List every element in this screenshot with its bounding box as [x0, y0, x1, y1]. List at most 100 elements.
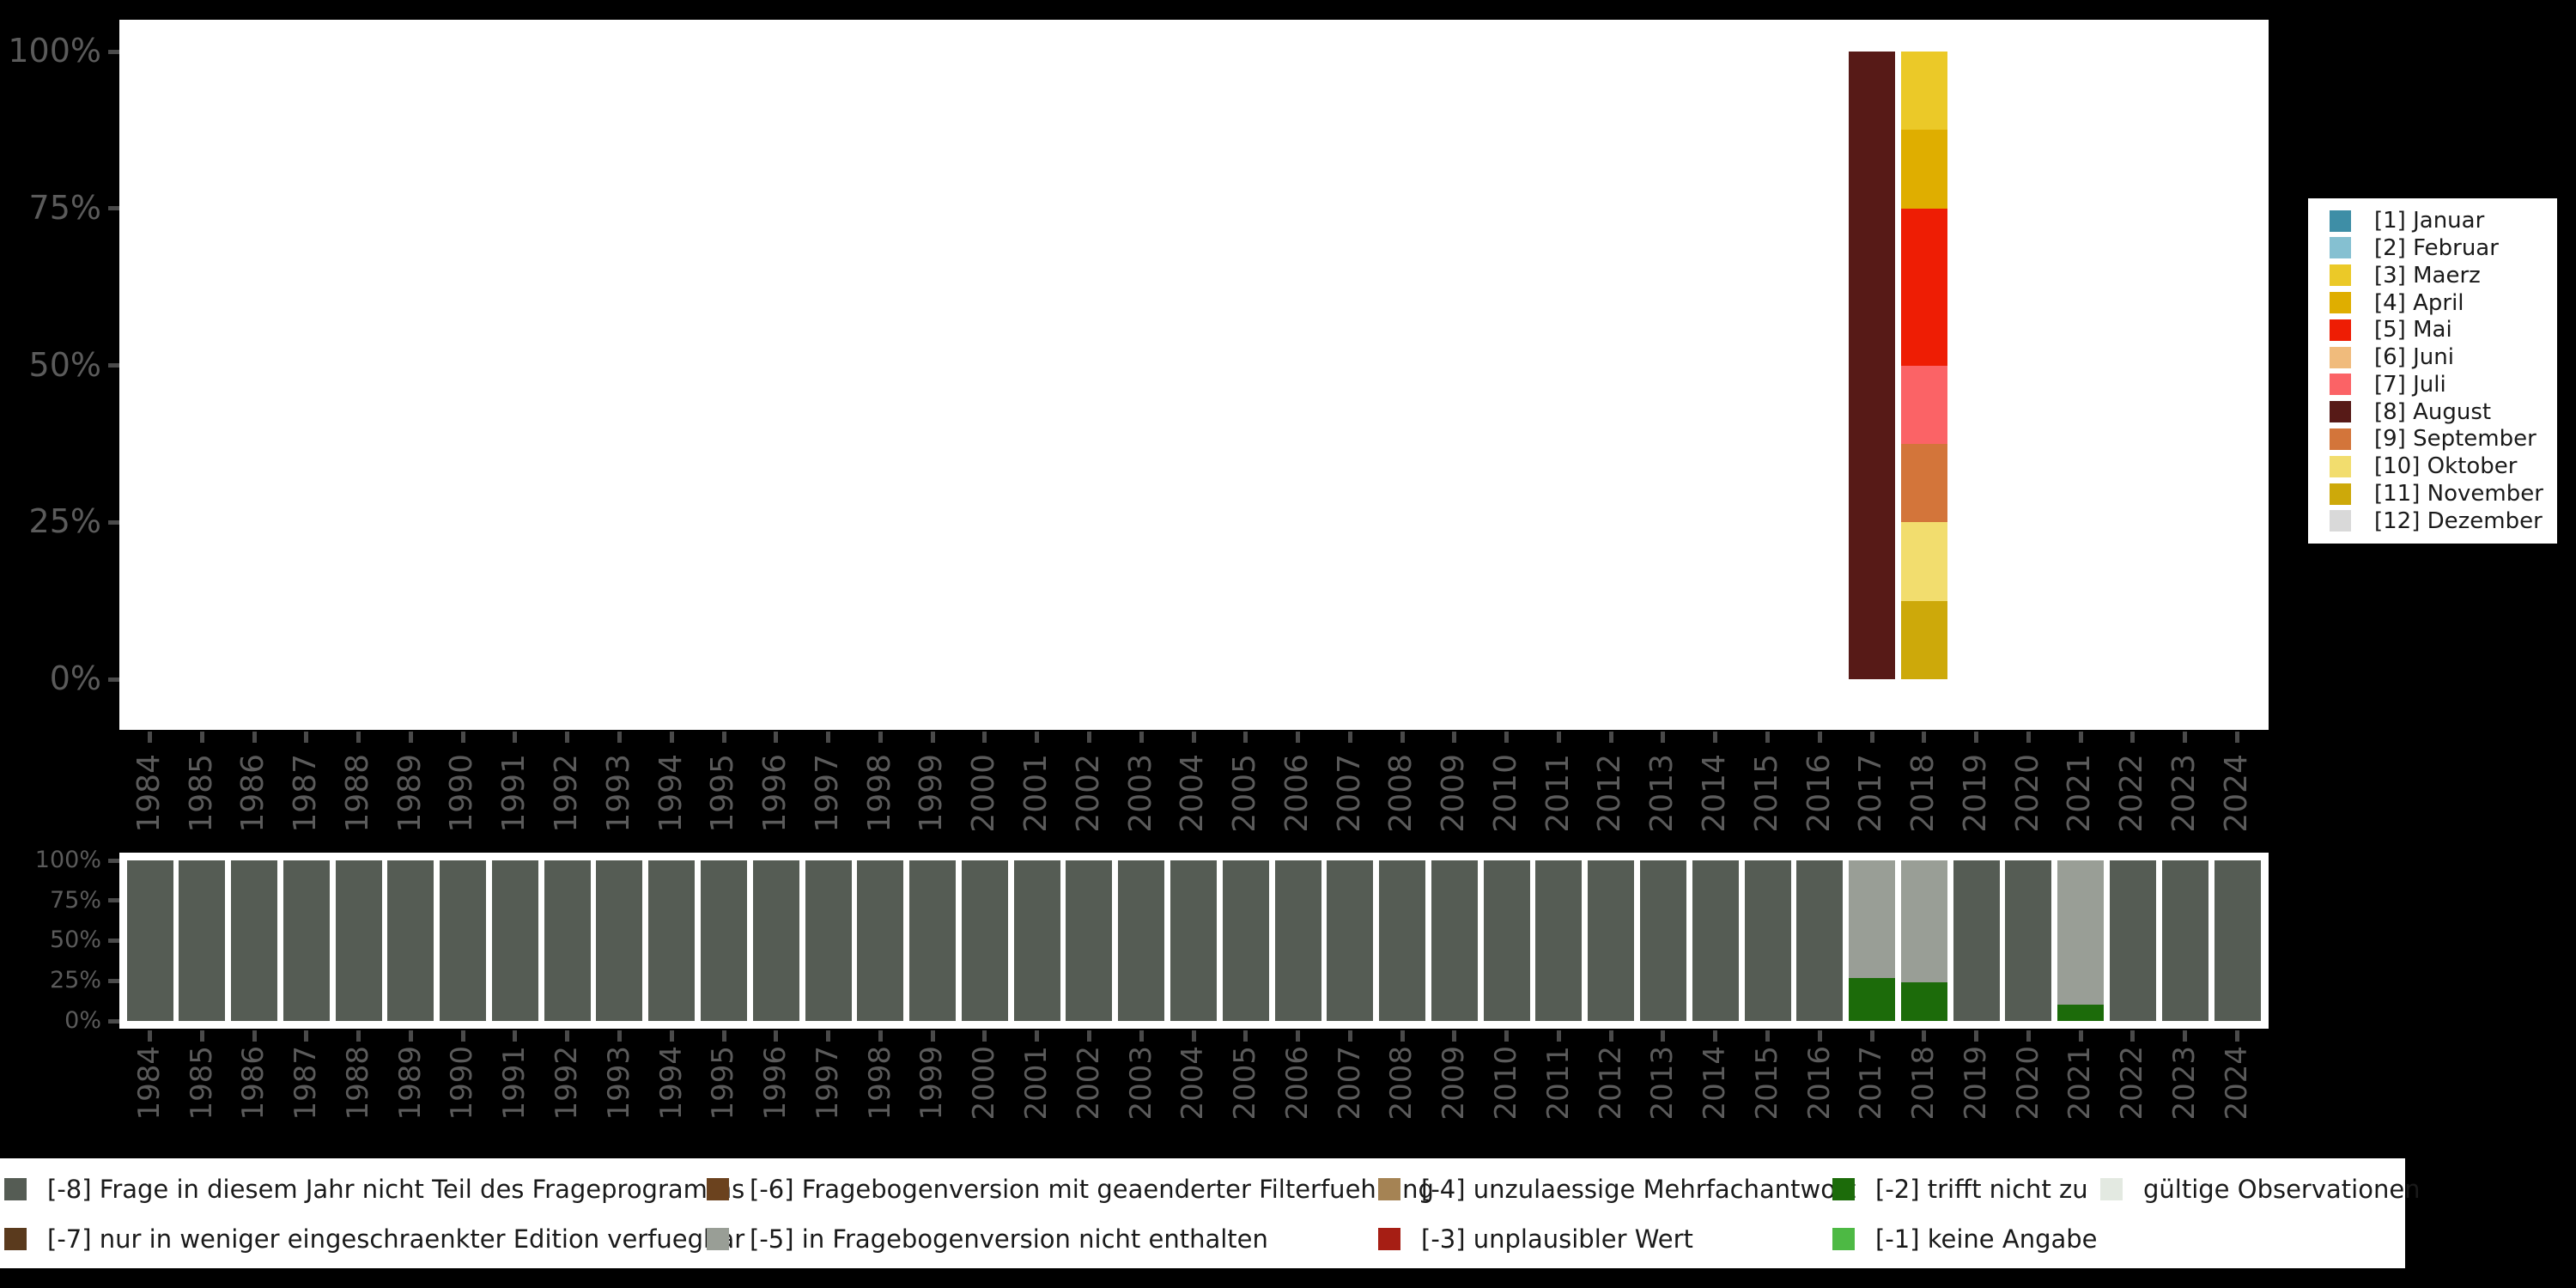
year-label: 2023 — [2167, 1046, 2202, 1121]
year-label: 1986 — [235, 754, 271, 833]
legend-item: [4] April — [2308, 289, 2557, 317]
y-axis-tick — [108, 898, 119, 903]
year-label: 2017 — [1854, 1046, 1889, 1121]
year-label: 2006 — [1279, 1046, 1315, 1121]
bar-column — [1639, 860, 1686, 1021]
year-label: 1998 — [861, 754, 897, 833]
year-label: 1988 — [340, 1046, 375, 1121]
x-axis-tick — [2026, 1030, 2031, 1042]
bar-segment — [1849, 860, 1896, 978]
x-tick-label: 2012 — [1592, 754, 1627, 836]
x-tick-label: 1995 — [705, 754, 740, 836]
year-label: 2000 — [966, 754, 1002, 833]
x-tick-label: 1985 — [183, 754, 219, 836]
x-tick-label: 2024 — [2218, 754, 2254, 836]
bar-column — [648, 860, 696, 1021]
x-axis-tick — [1556, 1030, 1561, 1042]
x-tick-label: 2007 — [1333, 1046, 1367, 1124]
year-label: 2022 — [2114, 754, 2150, 833]
x-axis-tick — [2130, 732, 2136, 743]
x-axis-tick — [1922, 1030, 1927, 1042]
bar-segment — [805, 860, 852, 1021]
year-label: 2014 — [1698, 1046, 1733, 1121]
year-label: 2020 — [2009, 754, 2045, 833]
x-tick-label: 1992 — [550, 1046, 585, 1124]
x-tick-label: 2001 — [1019, 1046, 1054, 1124]
bar-segment — [1639, 860, 1686, 1021]
bar-segment — [1900, 52, 1947, 131]
legend-item: [2] Februar — [2308, 234, 2557, 262]
year-label: 2002 — [1071, 1046, 1106, 1121]
bar-segment — [179, 860, 226, 1021]
bar-column — [805, 860, 852, 1021]
x-axis-tick — [2130, 1030, 2136, 1042]
x-tick-label: 1984 — [131, 754, 167, 836]
year-label: 1992 — [550, 1046, 585, 1121]
x-axis-tick — [1139, 1030, 1144, 1042]
y-tick-label: 25% — [49, 967, 101, 994]
legend-item: [1] Januar — [2308, 207, 2557, 234]
bar-segment — [440, 860, 487, 1021]
year-label: 2005 — [1228, 1046, 1263, 1121]
bar-segment — [1379, 860, 1426, 1021]
bar-segment — [1274, 860, 1321, 1021]
x-tick-label: 2012 — [1594, 1046, 1628, 1124]
bar-column — [283, 860, 330, 1021]
x-tick-label: 1998 — [861, 754, 897, 836]
bar-column — [909, 860, 957, 1021]
bar-segment — [1796, 860, 1844, 1021]
bar-segment — [1900, 365, 1947, 444]
x-axis-tick — [2078, 732, 2083, 743]
x-axis-tick — [1452, 732, 1457, 743]
y-tick-label: 0% — [49, 659, 101, 698]
x-tick-label: 1992 — [549, 754, 584, 836]
year-label: 2022 — [2115, 1046, 2150, 1121]
bar-column — [1953, 860, 2000, 1021]
legend-label: [-3] unplausibler Wert — [1421, 1224, 1693, 1254]
x-axis-tick — [1400, 1030, 1405, 1042]
x-tick-label: 1993 — [601, 1046, 636, 1124]
x-tick-label: 2017 — [1854, 1046, 1889, 1124]
legend-label: [6] Juni — [2374, 344, 2454, 371]
y-axis-tick — [108, 49, 119, 54]
x-tick-label: 2004 — [1175, 754, 1210, 836]
x-axis-tick — [2078, 1030, 2083, 1042]
legend-item: [-7] nur in weniger eingeschraenkter Edi… — [4, 1224, 744, 1254]
x-axis-tick — [1713, 1030, 1718, 1042]
x-axis-tick — [1347, 1030, 1352, 1042]
x-axis-tick — [721, 1030, 726, 1042]
legend-swatch — [1378, 1178, 1400, 1200]
legend-swatch — [2330, 374, 2351, 396]
x-tick-label: 2004 — [1176, 1046, 1210, 1124]
legend-item: [6] Juni — [2308, 343, 2557, 371]
year-label: 1989 — [392, 754, 428, 833]
year-label: 2024 — [2219, 1046, 2254, 1121]
x-axis-tick — [1608, 732, 1613, 743]
x-axis-tick — [1035, 732, 1040, 743]
legend-label: [-8] Frage in diesem Jahr nicht Teil des… — [47, 1175, 745, 1204]
legend-swatch — [2330, 319, 2351, 341]
bar-column — [1274, 860, 1321, 1021]
bar-column — [857, 860, 904, 1021]
legend-label: [1] Januar — [2374, 208, 2485, 234]
year-label: 1988 — [339, 754, 375, 833]
x-tick-label: 2005 — [1228, 1046, 1263, 1124]
x-axis-tick — [408, 1030, 413, 1042]
y-tick-label: 75% — [49, 886, 101, 914]
year-label: 2024 — [2218, 754, 2254, 833]
x-tick-label: 2023 — [2166, 754, 2202, 836]
legend-item: [10] Oktober — [2308, 453, 2557, 480]
bar-column — [1222, 860, 1269, 1021]
x-axis-tick — [2026, 732, 2031, 743]
x-tick-label: 1986 — [235, 754, 271, 836]
year-label: 1984 — [131, 1046, 167, 1121]
year-label: 1999 — [914, 754, 950, 833]
bar-segment — [1900, 130, 1947, 209]
x-tick-label: 2021 — [2063, 1046, 2097, 1124]
year-label: 1985 — [183, 754, 219, 833]
bar-segment — [1900, 443, 1947, 523]
year-label: 1993 — [601, 1046, 636, 1121]
legend-label: [9] September — [2374, 426, 2537, 453]
x-tick-label: 1988 — [340, 1046, 375, 1124]
x-axis-tick — [304, 732, 309, 743]
